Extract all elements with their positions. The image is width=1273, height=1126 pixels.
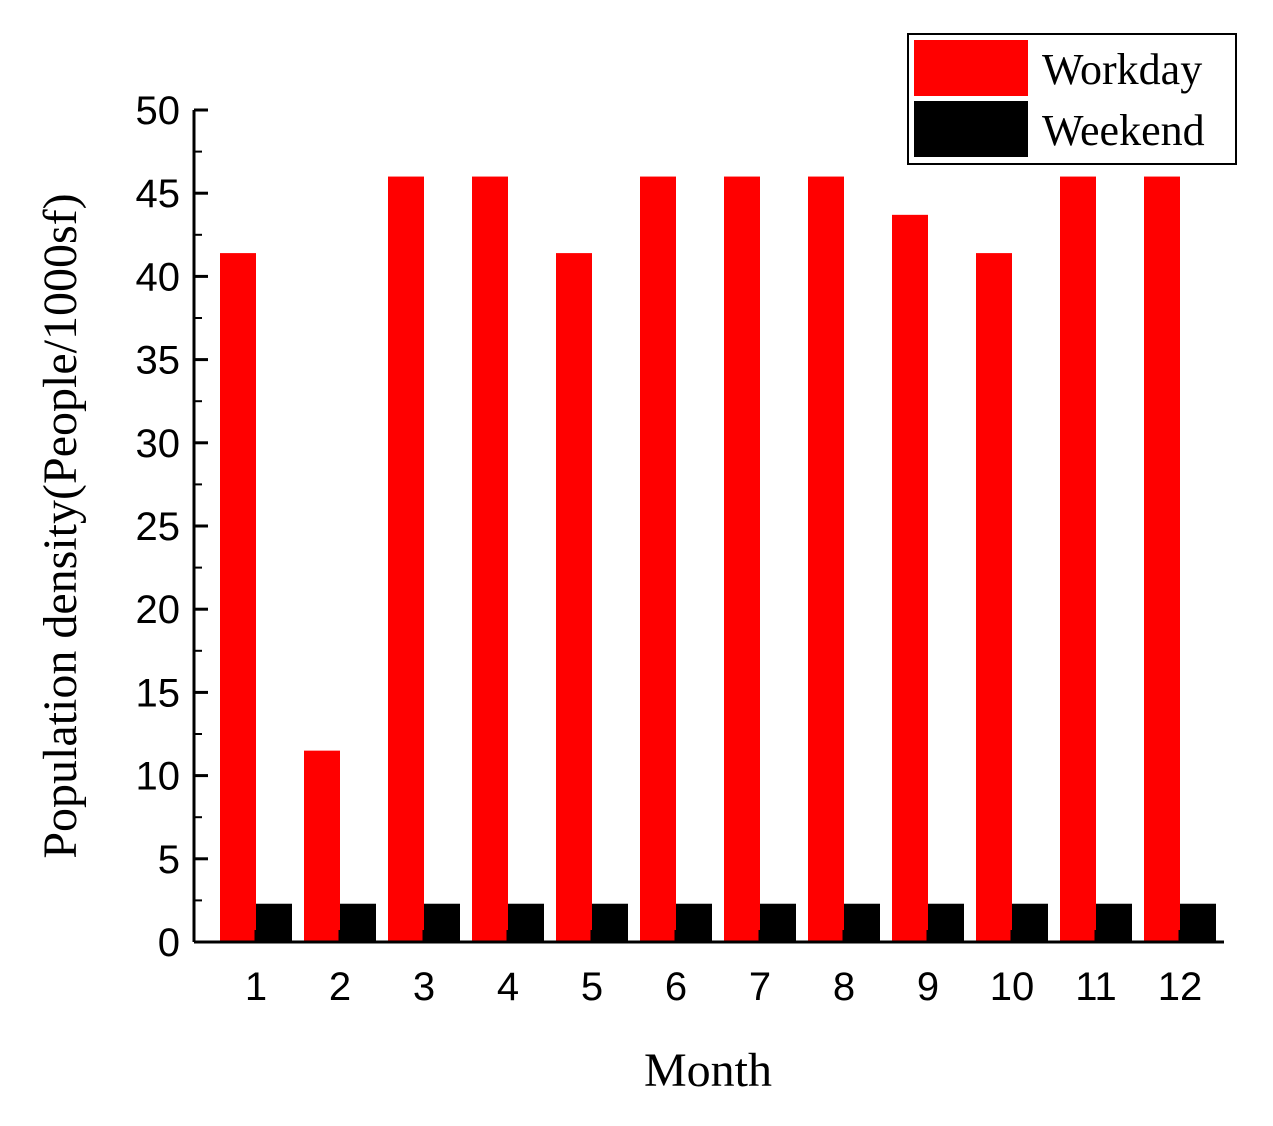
legend-swatch-workday xyxy=(914,40,1028,96)
bar-weekend-7 xyxy=(760,903,796,942)
y-tick-label-10: 10 xyxy=(136,755,181,799)
x-tick-label-2: 2 xyxy=(329,965,351,1009)
legend: Workday Weekend xyxy=(907,33,1237,165)
bar-weekend-9 xyxy=(928,903,964,942)
bar-workday-7 xyxy=(724,176,760,942)
x-axis-title: Month xyxy=(644,1044,772,1097)
bar-workday-5 xyxy=(556,253,592,942)
x-tick-label-11: 11 xyxy=(1075,965,1117,1009)
x-tick-label-9: 9 xyxy=(917,965,939,1009)
bar-weekend-2 xyxy=(340,903,376,942)
x-tick-label-6: 6 xyxy=(665,965,687,1009)
bar-workday-9 xyxy=(892,214,928,942)
bar-workday-10 xyxy=(976,253,1012,942)
x-tick-label-5: 5 xyxy=(581,965,603,1009)
legend-label-weekend: Weekend xyxy=(1042,106,1205,155)
x-tick-label-12: 12 xyxy=(1158,965,1203,1009)
y-tick-label-25: 25 xyxy=(136,505,181,549)
bar-workday-2 xyxy=(304,750,340,942)
legend-label-workday: Workday xyxy=(1042,45,1202,94)
legend-swatch-weekend xyxy=(914,101,1028,157)
x-tick-label-1: 1 xyxy=(245,965,267,1009)
y-tick-label-0: 0 xyxy=(158,921,180,965)
x-ticks-group: 1 2 3 4 5 6 7 8 9 10 11 12 xyxy=(245,930,1202,1009)
bar-workday-11 xyxy=(1060,176,1096,942)
bar-weekend-3 xyxy=(424,903,460,942)
bar-weekend-12 xyxy=(1180,903,1216,942)
y-ticks-group: 0 5 10 15 20 25 30 35 40 45 50 xyxy=(136,89,208,965)
y-tick-label-30: 30 xyxy=(136,422,181,466)
bar-workday-8 xyxy=(808,176,844,942)
bar-weekend-8 xyxy=(844,903,880,942)
y-tick-label-40: 40 xyxy=(136,255,181,299)
bar-weekend-5 xyxy=(592,903,628,942)
bar-workday-4 xyxy=(472,176,508,942)
x-tick-label-4: 4 xyxy=(497,965,519,1009)
y-axis-title: Population density(People/1000sf) xyxy=(34,193,87,858)
bar-weekend-6 xyxy=(676,903,712,942)
y-tick-label-15: 15 xyxy=(136,671,181,715)
bar-weekend-1 xyxy=(256,903,292,942)
bar-workday-12 xyxy=(1144,176,1180,942)
bar-weekend-10 xyxy=(1012,903,1048,942)
x-tick-label-7: 7 xyxy=(749,965,771,1009)
x-tick-label-10: 10 xyxy=(990,965,1035,1009)
x-tick-label-3: 3 xyxy=(413,965,435,1009)
bar-workday-6 xyxy=(640,176,676,942)
bar-weekend-11 xyxy=(1096,903,1132,942)
bars-group xyxy=(220,176,1216,942)
bar-workday-3 xyxy=(388,176,424,942)
y-tick-label-45: 45 xyxy=(136,172,181,216)
y-tick-label-5: 5 xyxy=(158,838,180,882)
y-tick-label-50: 50 xyxy=(136,89,181,133)
x-tick-label-8: 8 xyxy=(833,965,855,1009)
y-tick-label-20: 20 xyxy=(136,588,181,632)
bar-weekend-4 xyxy=(508,903,544,942)
y-tick-label-35: 35 xyxy=(136,339,181,383)
bar-workday-1 xyxy=(220,253,256,942)
